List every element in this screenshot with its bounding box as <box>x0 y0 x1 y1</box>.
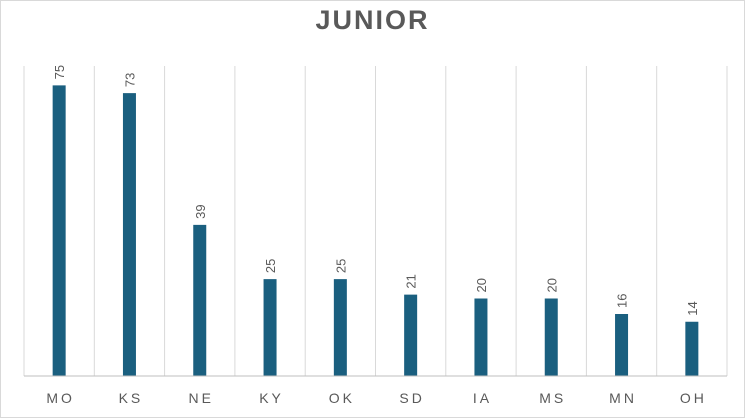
x-tick-label-ia: IA <box>473 390 492 406</box>
bar-mn <box>615 314 629 376</box>
x-tick-label-mo: MO <box>46 390 75 406</box>
data-label-mo: 75 <box>52 65 67 79</box>
chart-title: JUNIOR <box>315 5 430 35</box>
data-label-oh: 14 <box>685 301 700 315</box>
x-tick-label-mn: MN <box>609 390 637 406</box>
data-label-mn: 16 <box>615 294 630 308</box>
bar-ms <box>544 298 558 376</box>
bar-ia <box>474 298 488 376</box>
x-tick-label-ks: KS <box>119 390 144 406</box>
data-label-ms: 20 <box>544 278 559 292</box>
x-tick-label-sd: SD <box>399 390 424 406</box>
data-label-ky: 25 <box>263 259 278 273</box>
bar-ky <box>263 279 277 376</box>
bars <box>52 85 699 376</box>
x-tick-label-oh: OH <box>680 390 707 406</box>
data-label-ia: 20 <box>474 278 489 292</box>
bar-sd <box>404 294 418 376</box>
bar-ks <box>122 93 136 376</box>
data-label-ne: 39 <box>193 204 208 218</box>
x-tick-labels: MO KS NE KY OK SD IA MS MN OH <box>46 390 707 406</box>
data-label-sd: 21 <box>404 274 419 288</box>
x-tick-label-ky: KY <box>259 390 284 406</box>
data-label-ks: 73 <box>122 73 137 87</box>
bar-ok <box>333 279 347 376</box>
bar-oh <box>685 321 699 376</box>
x-tick-label-ok: OK <box>329 390 355 406</box>
grid-lines <box>23 66 728 376</box>
x-tick-label-ms: MS <box>539 390 566 406</box>
data-labels: 75 73 39 25 25 21 20 20 16 14 <box>52 65 700 316</box>
data-label-ok: 25 <box>333 259 348 273</box>
bar-ne <box>193 224 207 376</box>
x-tick-label-ne: NE <box>189 390 214 406</box>
bar-mo <box>52 85 66 376</box>
